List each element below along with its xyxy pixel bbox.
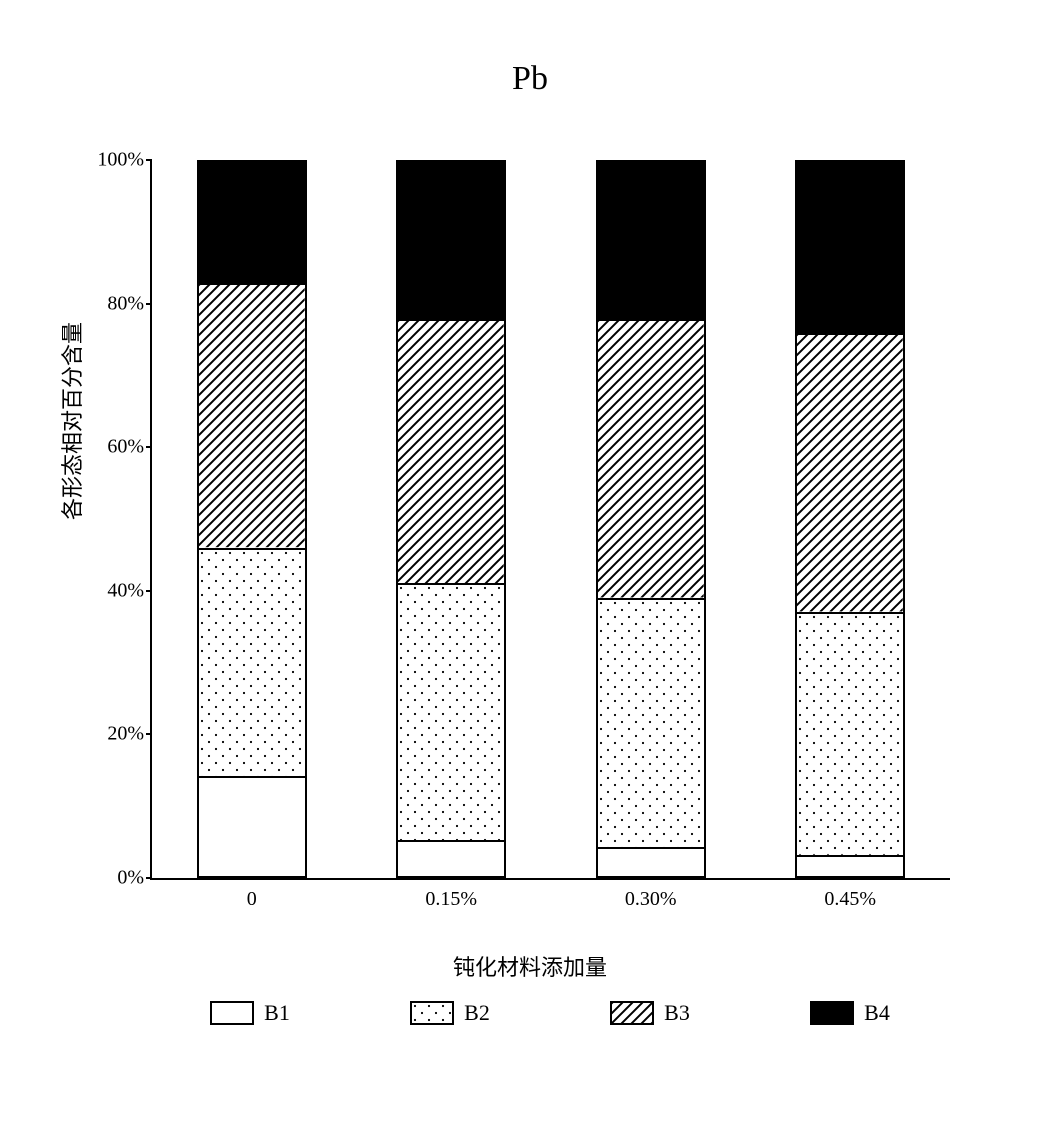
- bar-segment-b2: [398, 583, 504, 840]
- y-axis-label: 各形态相对百分含量: [55, 322, 87, 520]
- x-tick-label: 0: [247, 878, 257, 911]
- y-tick-label: 60%: [82, 436, 152, 459]
- bar-segment-b1: [797, 855, 903, 876]
- legend-label-b1: B1: [264, 1000, 290, 1026]
- stacked-bar: [197, 160, 307, 878]
- bar-segment-b2: [598, 598, 704, 848]
- bar-segment-b4: [199, 162, 305, 283]
- y-tick-label: 0%: [82, 867, 152, 890]
- legend-item-b4: B4: [810, 1000, 890, 1026]
- bar-segment-b4: [398, 162, 504, 319]
- legend-item-b2: B2: [410, 1000, 490, 1026]
- bar-segment-b3: [398, 319, 504, 583]
- bar-segment-b3: [199, 283, 305, 547]
- legend-swatch-b4: [810, 1001, 854, 1025]
- legend-item-b1: B1: [210, 1000, 290, 1026]
- bar-segment-b3: [797, 333, 903, 611]
- stacked-bar: [596, 160, 706, 878]
- y-tick-label: 40%: [82, 579, 152, 602]
- bar-segment-b1: [598, 847, 704, 876]
- legend-label-b4: B4: [864, 1000, 890, 1026]
- legend-label-b2: B2: [464, 1000, 490, 1026]
- bar-segment-b2: [199, 548, 305, 776]
- legend-swatch-b2: [410, 1001, 454, 1025]
- chart-title: Pb: [512, 60, 548, 98]
- bar-segment-b4: [797, 162, 903, 333]
- y-tick-label: 100%: [82, 149, 152, 172]
- legend-swatch-b1: [210, 1001, 254, 1025]
- x-axis-label: 钝化材料添加量: [453, 950, 607, 982]
- legend-label-b3: B3: [664, 1000, 690, 1026]
- stacked-bar: [396, 160, 506, 878]
- bar-segment-b1: [398, 840, 504, 876]
- legend-swatch-b3: [610, 1001, 654, 1025]
- x-tick-label: 0.15%: [425, 878, 477, 911]
- y-tick-label: 80%: [82, 292, 152, 315]
- legend-item-b3: B3: [610, 1000, 690, 1026]
- legend: B1 B2 B3 B4: [150, 1000, 950, 1026]
- y-tick-label: 20%: [82, 723, 152, 746]
- pb-stacked-bar-chart: Pb 各形态相对百分含量 钝化材料添加量 0%20%40%60%80%100%0…: [40, 40, 1020, 1088]
- x-tick-label: 0.45%: [824, 878, 876, 911]
- plot-area: 0%20%40%60%80%100%00.15%0.30%0.45%: [150, 160, 950, 880]
- stacked-bar: [795, 160, 905, 878]
- bar-segment-b1: [199, 776, 305, 876]
- bar-segment-b2: [797, 612, 903, 855]
- bar-segment-b4: [598, 162, 704, 319]
- x-tick-label: 0.30%: [625, 878, 677, 911]
- bar-segment-b3: [598, 319, 704, 597]
